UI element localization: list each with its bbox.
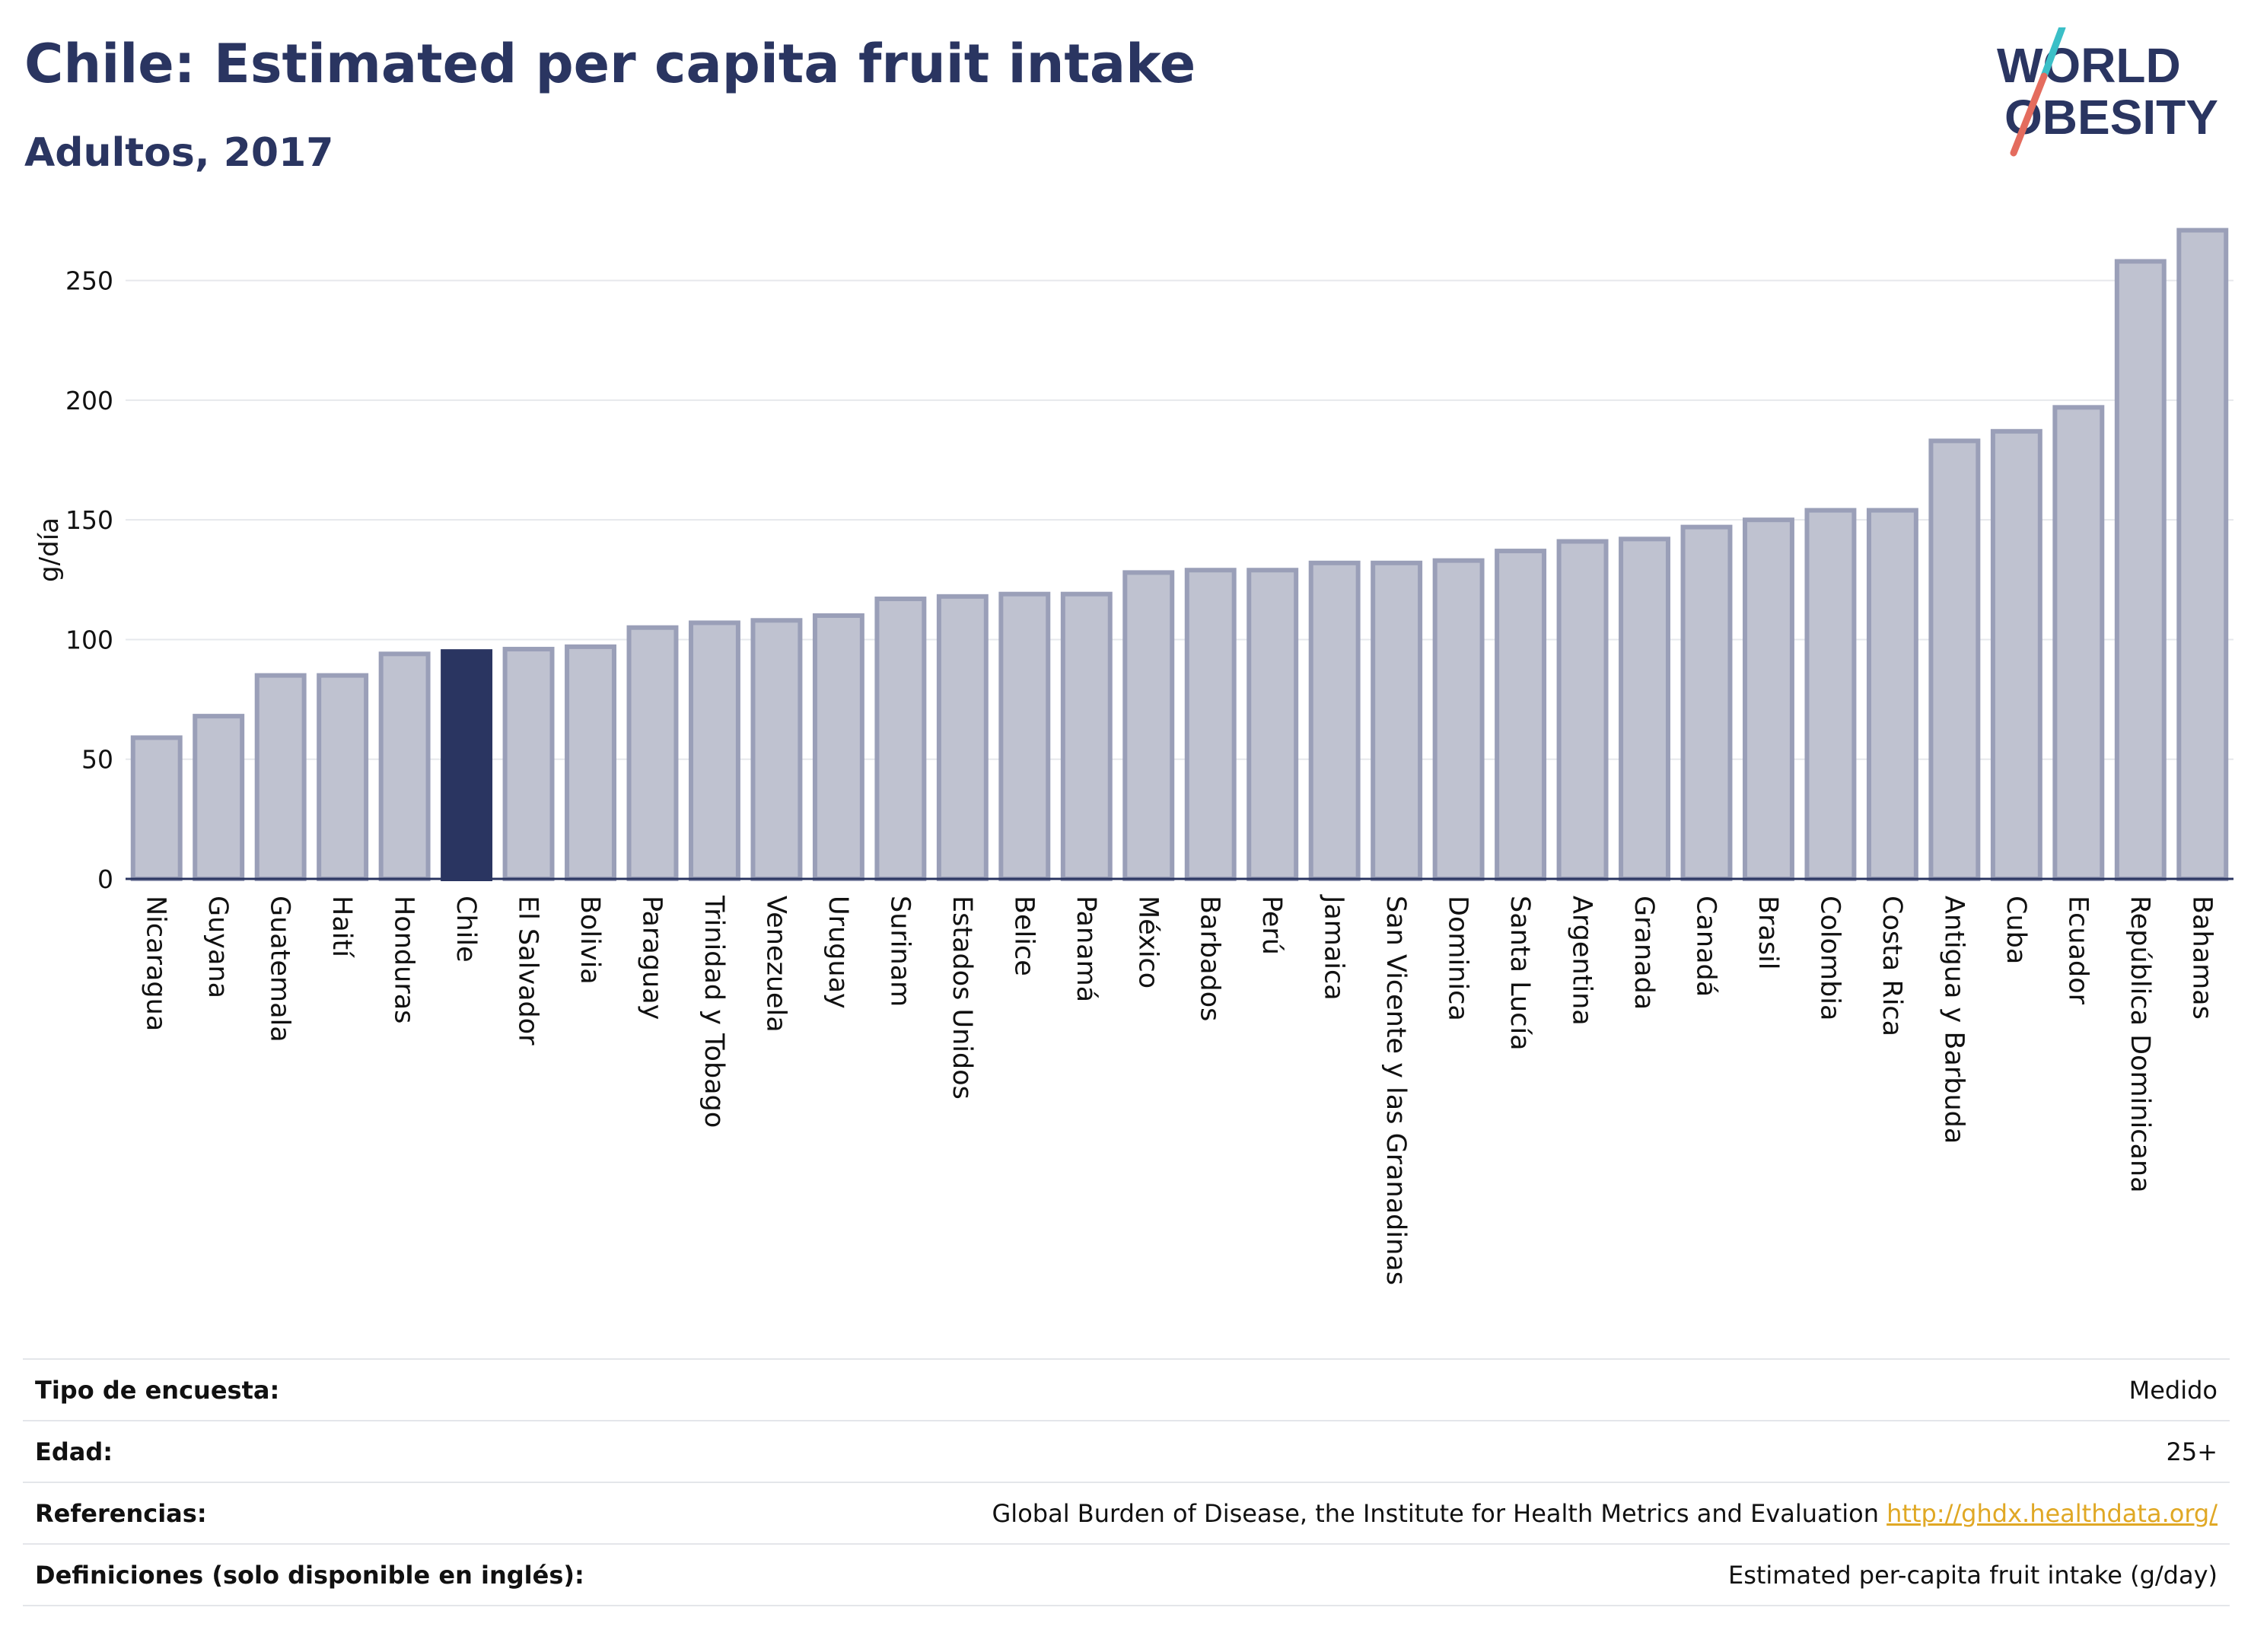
x-tick-label: Panamá <box>1071 896 1101 1002</box>
bar-rep-blica-dominicana[interactable] <box>2114 259 2167 881</box>
x-tick-label: Dominica <box>1443 896 1473 1021</box>
world-obesity-logo: WORLD OBESITY <box>1997 27 2218 157</box>
page-subtitle: Adultos, 2017 <box>24 130 334 176</box>
bar-santa-luc-a[interactable] <box>1495 549 1547 882</box>
bar-venezuela[interactable] <box>750 618 803 881</box>
bar-paraguay[interactable] <box>626 625 679 882</box>
bar-uruguay[interactable] <box>812 613 864 881</box>
info-row-references: Referencias: Global Burden of Disease, t… <box>23 1482 2230 1544</box>
x-tick-label: Barbados <box>1195 896 1225 1021</box>
info-key: Edad: <box>35 1437 113 1466</box>
bar-costa-rica[interactable] <box>1866 508 1918 881</box>
info-value: 25+ <box>2166 1437 2218 1466</box>
bar-per-[interactable] <box>1246 568 1299 882</box>
bar-granada[interactable] <box>1619 536 1670 881</box>
x-tick-label: México <box>1132 896 1163 988</box>
x-tick-label: Perú <box>1256 896 1287 955</box>
logo-line2: OBESITY <box>2004 90 2218 145</box>
info-key: Definiciones (solo disponible en inglés)… <box>35 1560 584 1590</box>
bar-guyana[interactable] <box>193 714 245 881</box>
bar-chart: 0 50 100 150 200 250 g/día Nicaragua Guyana Guate… <box>34 228 2233 1285</box>
bar-bahamas[interactable] <box>2176 228 2229 881</box>
x-tick-label: Cuba <box>2001 896 2031 964</box>
x-tick-label: Honduras <box>389 896 419 1023</box>
bar-belice[interactable] <box>998 591 1051 881</box>
x-tick-label: Canadá <box>1691 896 1721 997</box>
x-tick-label: Venezuela <box>760 896 791 1033</box>
references-text: Global Burden of Disease, the Institute … <box>992 1498 1879 1528</box>
x-tick-label: El Salvador <box>513 896 543 1046</box>
info-table: Tipo de encuesta: Medido Edad: 25+ Refer… <box>23 1358 2230 1606</box>
bar-barbados[interactable] <box>1184 568 1237 882</box>
bar-brasil[interactable] <box>1743 517 1794 881</box>
x-tick-label: San Vicente y las Granadinas <box>1380 896 1411 1285</box>
bar-trinidad-y-tobago[interactable] <box>689 620 740 881</box>
bar-dominica[interactable] <box>1432 558 1485 881</box>
bar-canad-[interactable] <box>1680 524 1733 881</box>
info-row-survey-type: Tipo de encuesta: Medido <box>23 1359 2230 1421</box>
y-tick-label: 50 <box>81 745 113 775</box>
bar-m-xico[interactable] <box>1122 570 1175 882</box>
x-tick-label: Granada <box>1629 896 1659 1010</box>
info-row-definitions: Definiciones (solo disponible en inglés)… <box>23 1544 2230 1606</box>
info-row-age: Edad: 25+ <box>23 1421 2230 1482</box>
info-key: Tipo de encuesta: <box>35 1375 280 1405</box>
x-tick-label: Bolivia <box>575 896 605 985</box>
bar-colombia[interactable] <box>1804 508 1857 881</box>
x-tick-label: Santa Lucía <box>1504 896 1535 1051</box>
x-tick-label: Argentina <box>1567 896 1597 1026</box>
bar-jamaica[interactable] <box>1308 560 1361 881</box>
bar-antigua-y-barbuda[interactable] <box>1928 438 1981 881</box>
bar-san-vicente-y-las-granadinas[interactable] <box>1371 560 1423 881</box>
x-tick-label: Colombia <box>1814 896 1845 1020</box>
bar-panam-[interactable] <box>1060 591 1113 881</box>
x-tick-label: Brasil <box>1753 896 1783 970</box>
x-tick-label: Trinidad y Tobago <box>699 895 729 1128</box>
info-value: Estimated per-capita fruit intake (g/day… <box>1727 1560 2218 1590</box>
x-tick-label: Guatemala <box>265 896 295 1042</box>
x-tick-label: Belice <box>1008 896 1039 976</box>
logo-coral-slash <box>2010 72 2048 157</box>
bar-surinam[interactable] <box>874 596 927 881</box>
bar-ecuador[interactable] <box>2052 405 2105 881</box>
bar-nicaragua[interactable] <box>130 735 183 881</box>
bar-hait-[interactable] <box>317 673 369 881</box>
info-value: Medido <box>2128 1375 2218 1405</box>
y-tick-label: 200 <box>65 386 113 415</box>
x-tick-label: Antigua y Barbuda <box>1938 896 1969 1144</box>
y-tick-label: 100 <box>65 625 113 654</box>
y-tick-label: 0 <box>97 864 113 894</box>
info-key: Referencias: <box>35 1498 207 1528</box>
x-tick-label: Haití <box>326 896 357 958</box>
bar-bolivia[interactable] <box>565 644 616 882</box>
x-tick-label: Chile <box>451 896 481 963</box>
bar-cuba[interactable] <box>1990 428 2042 881</box>
bar-guatemala[interactable] <box>254 673 307 881</box>
bar-chile[interactable] <box>441 649 493 881</box>
x-tick-label: Estados Unidos <box>947 896 977 1100</box>
x-tick-label: Ecuador <box>2062 896 2093 1005</box>
x-tick-label: Uruguay <box>823 896 853 1009</box>
x-tick-label: Bahamas <box>2186 896 2217 1020</box>
logo-teal-slash <box>2040 27 2066 80</box>
x-tick-label: Nicaragua <box>141 896 171 1031</box>
x-tick-label: Surinam <box>884 896 915 1007</box>
x-tick-label: Jamaica <box>1319 894 1349 1001</box>
y-tick-label: 150 <box>65 505 113 535</box>
y-tick-label: 250 <box>65 266 113 296</box>
page-title: Chile: Estimated per capita fruit intake <box>24 33 1196 95</box>
bar-el-salvador[interactable] <box>502 647 555 881</box>
x-tick-label: Costa Rica <box>1877 896 1907 1036</box>
y-axis-label: g/día <box>34 517 65 582</box>
x-tick-label: Guyana <box>202 896 233 998</box>
bar-honduras[interactable] <box>378 651 431 881</box>
x-tick-label: Paraguay <box>637 896 667 1020</box>
x-tick-label: República Dominicana <box>2125 896 2155 1193</box>
bar-estados-unidos[interactable] <box>936 594 989 881</box>
logo-line1: WORLD <box>1997 38 2181 93</box>
info-value-references: Global Burden of Disease, the Institute … <box>717 1482 2230 1544</box>
bar-argentina[interactable] <box>1556 539 1609 881</box>
references-link[interactable]: http://ghdx.healthdata.org/ <box>1886 1498 2218 1528</box>
